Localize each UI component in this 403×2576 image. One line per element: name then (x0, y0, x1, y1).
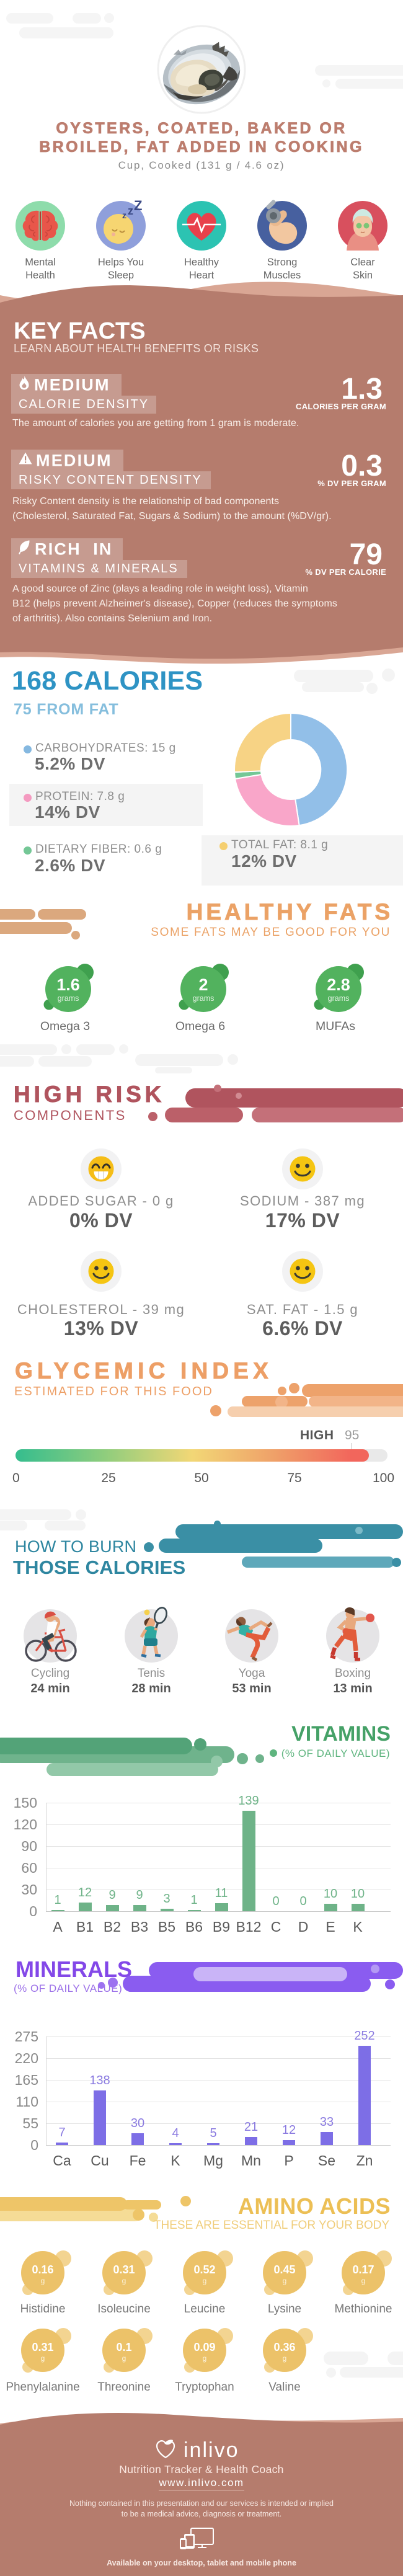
svg-text:2.8: 2.8 (327, 975, 350, 994)
svg-text:z: z (122, 210, 126, 220)
svg-text:g: g (41, 2276, 45, 2285)
svg-text:g: g (203, 2354, 207, 2363)
svg-text:g: g (361, 2276, 366, 2285)
svg-text:0.16: 0.16 (32, 2263, 53, 2276)
svg-text:Z: Z (134, 200, 142, 213)
svg-text:0.52: 0.52 (193, 2263, 215, 2276)
svg-text:grams: grams (328, 994, 350, 1003)
svg-text:g: g (283, 2354, 287, 2363)
svg-text:0.31: 0.31 (113, 2263, 135, 2276)
svg-text:g: g (41, 2354, 45, 2363)
svg-text:0.31: 0.31 (32, 2341, 53, 2353)
svg-text:0.09: 0.09 (193, 2341, 215, 2353)
svg-text:z: z (128, 205, 133, 217)
svg-text:g: g (122, 2354, 126, 2363)
svg-text:0.36: 0.36 (273, 2341, 295, 2353)
svg-text:g: g (203, 2276, 207, 2285)
svg-text:grams: grams (58, 994, 79, 1003)
svg-text:2: 2 (198, 975, 208, 994)
svg-text:0.1: 0.1 (116, 2341, 131, 2353)
svg-text:grams: grams (193, 994, 215, 1003)
svg-text:g: g (122, 2276, 126, 2285)
svg-text:0.45: 0.45 (273, 2263, 295, 2276)
svg-text:0.17: 0.17 (352, 2263, 374, 2276)
svg-text:g: g (283, 2276, 287, 2285)
svg-text:1.6: 1.6 (56, 975, 80, 994)
